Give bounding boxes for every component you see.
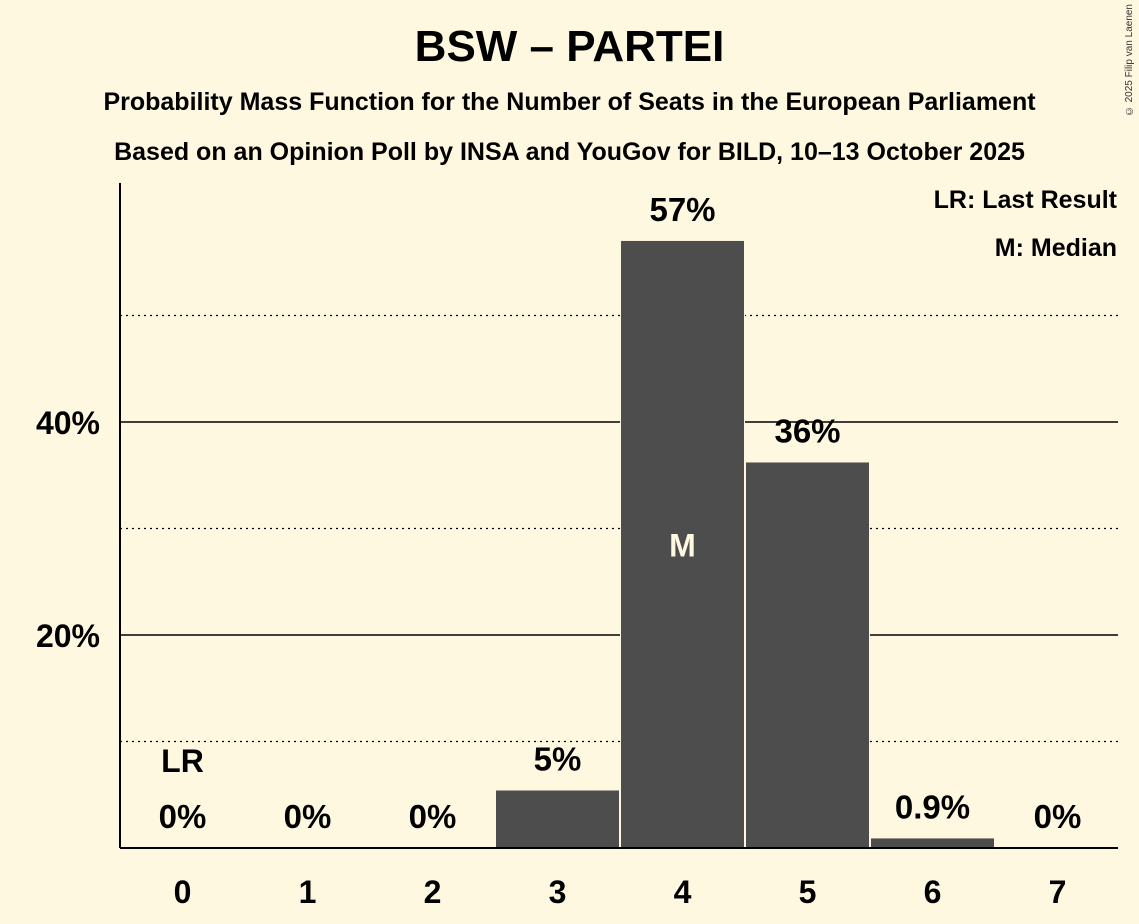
chart-subtitle-source: Based on an Opinion Poll by INSA and You… [114, 138, 1025, 166]
x-tick-label: 3 [549, 874, 567, 910]
x-tick-label: 0 [174, 874, 192, 910]
chart-subtitle: Probability Mass Function for the Number… [103, 88, 1036, 116]
legend-entry-last-result: LR: Last Result [933, 186, 1117, 214]
x-tick-label: 5 [799, 874, 817, 910]
y-tick-label: 20% [36, 618, 100, 654]
x-tick-label: 2 [424, 874, 442, 910]
bar-value-label: 36% [774, 412, 840, 449]
x-tick-label: 4 [674, 874, 692, 910]
bar-value-label: 0.9% [895, 788, 970, 825]
last-result-marker: LR [161, 743, 204, 779]
bar [871, 838, 994, 848]
bar-value-label: 0% [284, 798, 332, 835]
bar [746, 462, 869, 848]
bar-value-label: 57% [649, 191, 715, 228]
bar-value-label: 0% [409, 798, 457, 835]
bar-value-label: 0% [159, 798, 207, 835]
x-tick-label: 1 [299, 874, 317, 910]
x-tick-label: 7 [1049, 874, 1067, 910]
median-marker: M [669, 527, 696, 563]
legend-entry-median: M: Median [994, 234, 1117, 262]
chart-title: BSW – PARTEI [414, 22, 725, 71]
x-tick-label: 6 [924, 874, 942, 910]
y-tick-label: 40% [36, 405, 100, 441]
bar [621, 240, 744, 848]
bar-value-label: 0% [1034, 798, 1082, 835]
bar [496, 790, 619, 848]
bar-value-label: 5% [534, 740, 582, 777]
